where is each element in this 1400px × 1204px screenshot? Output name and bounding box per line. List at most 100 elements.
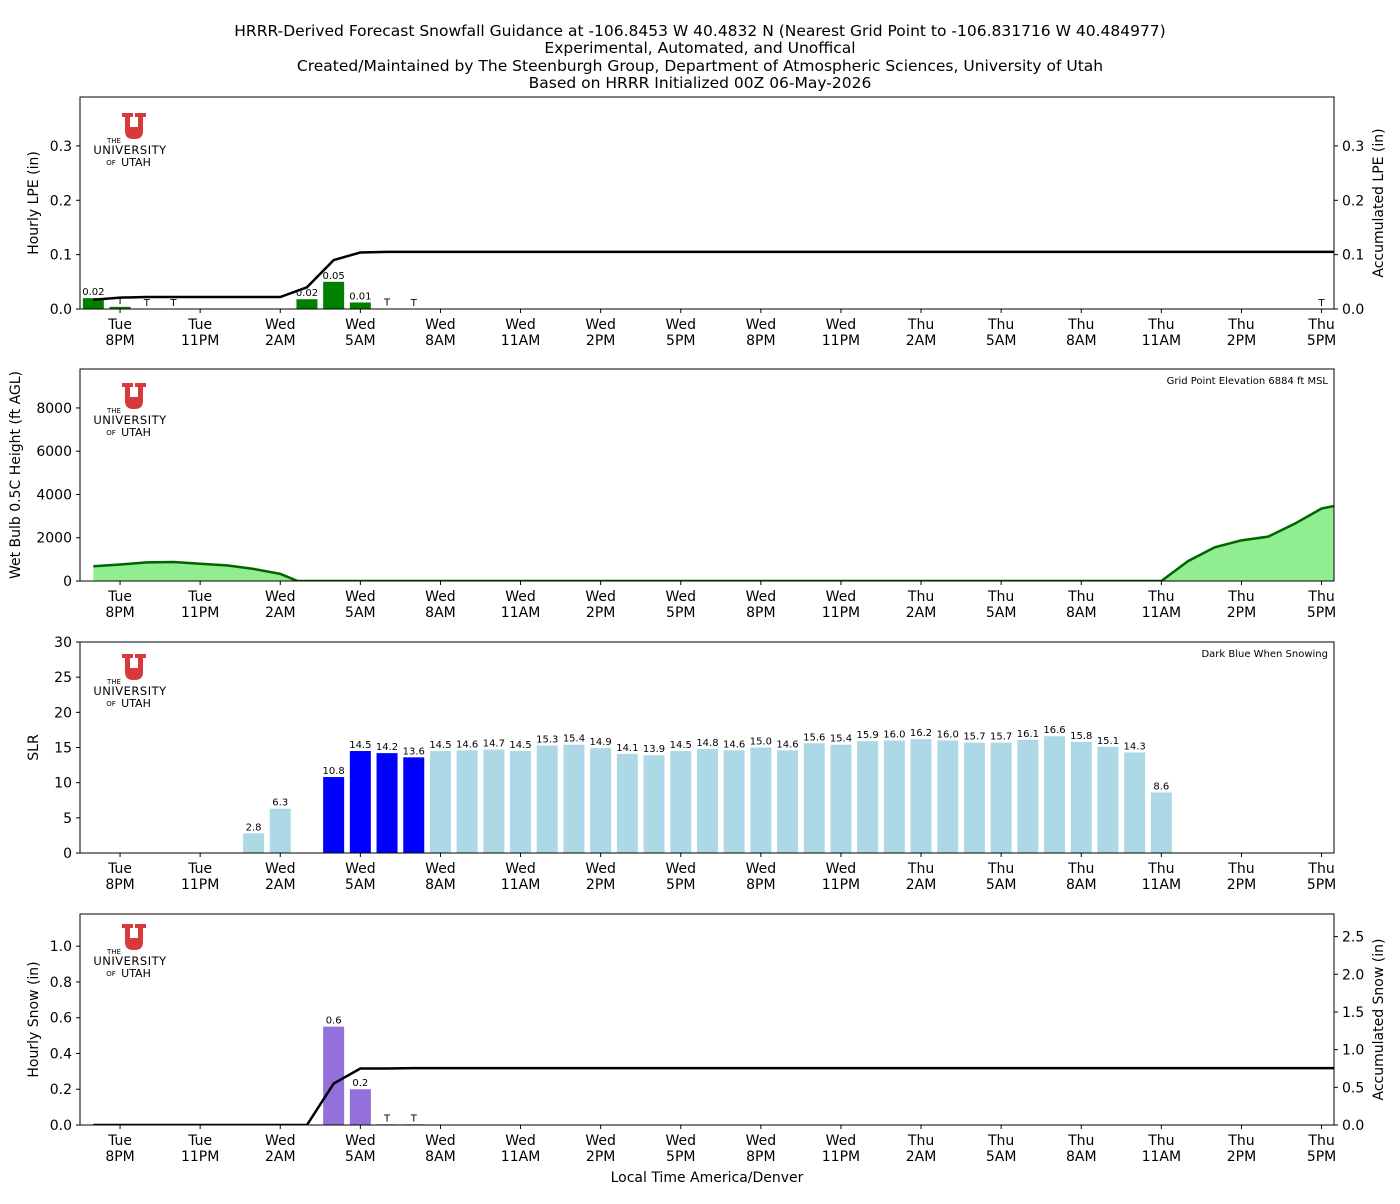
x-tick-time: 11PM (181, 877, 219, 893)
y-tick-label: 0.0 (50, 302, 72, 318)
slr-bar (857, 741, 878, 853)
snow-bar-label: T (410, 1113, 418, 1124)
y-axis-label: Hourly Snow (in) (26, 961, 42, 1077)
title-line-1: HRRR-Derived Forecast Snowfall Guidance … (234, 22, 1165, 40)
x-axis-label: Local Time America/Denver (611, 1170, 804, 1186)
logo-text-university: UNIVERSITY (93, 143, 167, 157)
logo-text-university: UNIVERSITY (93, 684, 167, 698)
slr-bar-label: 15.4 (563, 734, 585, 745)
y-tick-label: 20 (54, 705, 72, 721)
x-tick-day: Thu (1067, 1133, 1094, 1149)
slr-bar-label: 14.9 (590, 737, 612, 748)
y-tick-label: 2000 (36, 531, 72, 547)
slr-bar (1017, 740, 1038, 853)
snow-bars (323, 1027, 424, 1125)
x-tick-time: 2AM (265, 877, 296, 893)
x-tick-day: Tue (187, 589, 212, 605)
x-tick-day: Wed (826, 1133, 857, 1149)
x-tick-day: Wed (585, 589, 616, 605)
x-tick-day: Wed (265, 589, 296, 605)
x-tick-day: Wed (665, 589, 696, 605)
x-tick-day: Wed (265, 861, 296, 877)
x-tick-day: Thu (907, 861, 934, 877)
slr-bar (1151, 793, 1172, 853)
y-axis-label: Hourly LPE (in) (26, 151, 42, 255)
y2-tick-label: 0.0 (1342, 302, 1364, 318)
x-tick-day: Thu (1147, 589, 1174, 605)
y-tick-label: 5 (63, 811, 72, 827)
x-tick-time: 8AM (425, 605, 456, 621)
x-tick-time: 11PM (822, 333, 860, 349)
snow-bar-label: T (383, 1113, 391, 1124)
y2-tick-label: 2.0 (1342, 967, 1364, 983)
logo-text-utah: UTAH (121, 426, 151, 439)
slr-bar (457, 750, 478, 853)
x-tick-time: 2PM (586, 877, 615, 893)
x-tick-time: 2AM (265, 1149, 296, 1165)
x-tick-day: Wed (425, 317, 456, 333)
y2-tick-label: 0.0 (1342, 1118, 1364, 1134)
x-tick-day: Wed (345, 317, 376, 333)
y-axis-label: SLR (26, 734, 42, 761)
lpe-bar (296, 299, 317, 309)
x-tick-day: Thu (1147, 861, 1174, 877)
x-tick-time: 5AM (345, 605, 376, 621)
slr-bar (750, 748, 771, 854)
x-tick-day: Wed (265, 317, 296, 333)
slr-bar (670, 751, 691, 853)
x-tick-day: Tue (107, 861, 132, 877)
slr-bar-label: 14.5 (509, 740, 531, 751)
slr-bar (964, 743, 985, 853)
x-tick-time: 2PM (1227, 1149, 1256, 1165)
slr-bar-label: 15.6 (803, 732, 825, 743)
x-tick-day: Wed (345, 1133, 376, 1149)
logo-text-utah: UTAH (121, 697, 151, 710)
x-tick-time: 11PM (822, 605, 860, 621)
x-tick-day: Wed (505, 1133, 536, 1149)
x-tick-time: 8AM (1066, 605, 1097, 621)
y-tick-label: 10 (54, 776, 72, 792)
slr-bar (243, 833, 264, 853)
x-tick-time: 5PM (1307, 1149, 1336, 1165)
y-tick-label: 8000 (36, 401, 72, 417)
slr-bar-label: 6.3 (272, 798, 288, 809)
x-tick-day: Wed (505, 317, 536, 333)
x-tick-day: Wed (665, 861, 696, 877)
lpe-bar-label: T (169, 298, 177, 309)
slr-bar-label: 14.2 (376, 742, 398, 753)
snowing-annotation: Dark Blue When Snowing (1201, 649, 1328, 660)
x-tick-time: 2PM (586, 333, 615, 349)
lpe-bar (323, 282, 344, 309)
slr-bar-label: 2.8 (246, 822, 262, 833)
y-tick-label: 0.0 (50, 1118, 72, 1134)
slr-bar (350, 751, 371, 853)
x-tick-day: Wed (746, 861, 777, 877)
x-tick-day: Tue (187, 1133, 212, 1149)
x-tick-time: 8AM (1066, 1149, 1097, 1165)
y-tick-label: 0.6 (50, 1011, 72, 1027)
logo-text-utah: UTAH (121, 156, 151, 169)
elevation-annotation: Grid Point Elevation 6884 ft MSL (1167, 376, 1329, 387)
slr-bar-label: 15.0 (750, 737, 772, 748)
x-tick-time: 5AM (345, 1149, 376, 1165)
logo-text-of: OF (106, 159, 116, 167)
x-tick-day: Thu (1227, 1133, 1254, 1149)
y-tick-label: 30 (54, 635, 72, 651)
slr-bar (377, 753, 398, 853)
x-tick-day: Thu (987, 1133, 1014, 1149)
slr-bar-label: 14.5 (349, 740, 371, 751)
title-line-3: Created/Maintained by The Steenburgh Gro… (297, 57, 1103, 75)
x-tick-time: 8PM (746, 877, 775, 893)
x-tick-day: Tue (187, 317, 212, 333)
slr-bar (483, 750, 504, 853)
x-tick-day: Thu (1307, 861, 1334, 877)
slr-bar-label: 16.2 (910, 728, 932, 739)
slr-bar-label: 13.6 (403, 746, 425, 757)
x-tick-day: Wed (746, 1133, 777, 1149)
y-tick-label: 0.4 (50, 1046, 72, 1062)
slr-bar (1044, 736, 1065, 853)
x-tick-time: 8AM (425, 1149, 456, 1165)
y2-axis-label: Accumulated Snow (in) (1371, 939, 1387, 1101)
